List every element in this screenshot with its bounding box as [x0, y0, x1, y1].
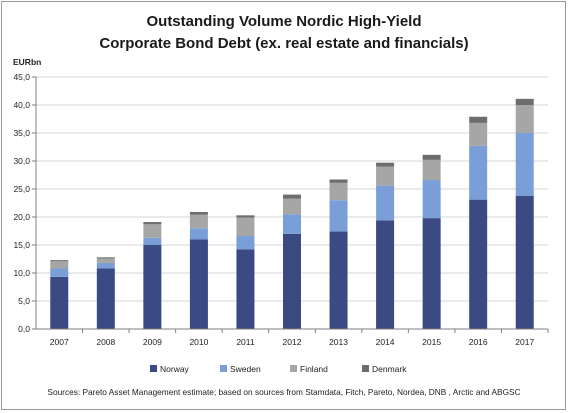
x-tick-label: 2009 [143, 337, 162, 347]
x-tick-label: 2012 [283, 337, 302, 347]
bar-segment-norway-2014 [376, 220, 395, 329]
bar-segment-denmark-2016 [469, 116, 488, 123]
bar-segment-finland-2013 [329, 182, 348, 201]
bar-segment-sweden-2007 [50, 268, 69, 277]
bar-segment-norway-2016 [469, 199, 488, 329]
bar-segment-finland-2009 [143, 224, 162, 238]
y-tick-label: 35,0 [13, 128, 30, 138]
bar-segment-denmark-2015 [422, 154, 441, 160]
y-tick-label: 10,0 [13, 268, 30, 278]
bar-segment-finland-2017 [515, 105, 534, 133]
y-axis-unit-label: EURbn [13, 57, 41, 67]
bar-segment-finland-2014 [376, 166, 395, 186]
legend-swatch-sweden [220, 365, 227, 372]
bar-segment-sweden-2008 [96, 262, 115, 269]
bar-segment-denmark-2014 [376, 162, 395, 167]
bar-segment-norway-2010 [189, 239, 208, 329]
legend: Norway Sweden Finland Denmark [150, 364, 407, 374]
bar-segment-finland-2015 [422, 159, 441, 181]
bar-segment-sweden-2015 [422, 180, 441, 219]
x-tick-label: 2008 [96, 337, 115, 347]
bar-segment-sweden-2012 [283, 214, 301, 234]
x-tick-label: 2007 [50, 337, 69, 347]
axes: 0,0 5,0 10,0 15,0 20,0 25,0 30,0 35,0 40,0 45,0 20… [13, 72, 549, 347]
bar-segment-sweden-2016 [469, 145, 488, 200]
chart-title-line-1: Outstanding Volume Nordic High-Yield [146, 13, 421, 30]
legend-swatch-norway [150, 365, 157, 372]
y-tick-label: 45,0 [13, 72, 30, 82]
bar-segment-norway-2008 [96, 268, 115, 329]
bar-segment-norway-2017 [515, 195, 534, 329]
bar-segment-denmark-2008 [96, 257, 115, 259]
bar-segment-sweden-2009 [143, 237, 162, 245]
bar-segment-sweden-2013 [329, 200, 348, 232]
bar-segment-denmark-2007 [50, 260, 69, 262]
bar-segment-norway-2009 [143, 245, 162, 329]
bar-segment-finland-2007 [50, 261, 69, 269]
bar-segment-norway-2007 [50, 276, 69, 329]
legend-label-denmark: Denmark [372, 364, 407, 374]
y-tick-label: 5,0 [18, 296, 30, 306]
y-tick-label: 20,0 [13, 212, 30, 222]
y-tick-label: 0,0 [18, 324, 30, 334]
legend-label-norway: Norway [160, 364, 190, 374]
bars [50, 98, 534, 329]
bar-segment-sweden-2010 [189, 228, 208, 240]
bar-segment-finland-2012 [283, 198, 301, 215]
bar-segment-denmark-2010 [189, 211, 208, 215]
bar-segment-finland-2011 [236, 217, 255, 237]
x-tick-label: 2013 [329, 337, 348, 347]
bar-segment-finland-2010 [189, 214, 208, 229]
legend-label-finland: Finland [300, 364, 328, 374]
bar-segment-finland-2008 [96, 258, 115, 263]
x-tick-label: 2010 [189, 337, 208, 347]
bar-segment-sweden-2017 [515, 133, 534, 196]
bar-segment-norway-2015 [422, 218, 441, 329]
x-tick-label: 2014 [376, 337, 395, 347]
y-tick-label: 25,0 [13, 184, 30, 194]
chart-title-line-2: Corporate Bond Debt (ex. real estate and… [99, 35, 468, 52]
bar-segment-denmark-2011 [236, 215, 255, 218]
legend-swatch-denmark [362, 365, 369, 372]
y-tick-label: 30,0 [13, 156, 30, 166]
bar-segment-denmark-2013 [329, 179, 348, 183]
bar-segment-norway-2011 [236, 249, 255, 329]
legend-swatch-finland [290, 365, 297, 372]
bar-segment-sweden-2011 [236, 236, 255, 250]
x-tick-label: 2017 [515, 337, 534, 347]
x-tick-label: 2011 [236, 337, 255, 347]
x-tick-label: 2015 [422, 337, 441, 347]
legend-label-sweden: Sweden [230, 364, 261, 374]
bar-segment-denmark-2009 [143, 222, 162, 225]
bar-segment-sweden-2014 [376, 185, 395, 221]
x-tick-label: 2016 [469, 337, 488, 347]
gridlines [36, 76, 548, 302]
y-tick-label: 15,0 [13, 240, 30, 250]
bar-segment-norway-2012 [283, 233, 301, 329]
bar-segment-denmark-2012 [283, 194, 301, 199]
source-note: Sources: Pareto Asset Management estimat… [47, 387, 520, 397]
y-tick-label: 40,0 [13, 100, 30, 110]
bar-segment-denmark-2017 [515, 98, 534, 105]
bar-segment-finland-2016 [469, 122, 488, 146]
bar-segment-norway-2013 [329, 231, 348, 329]
